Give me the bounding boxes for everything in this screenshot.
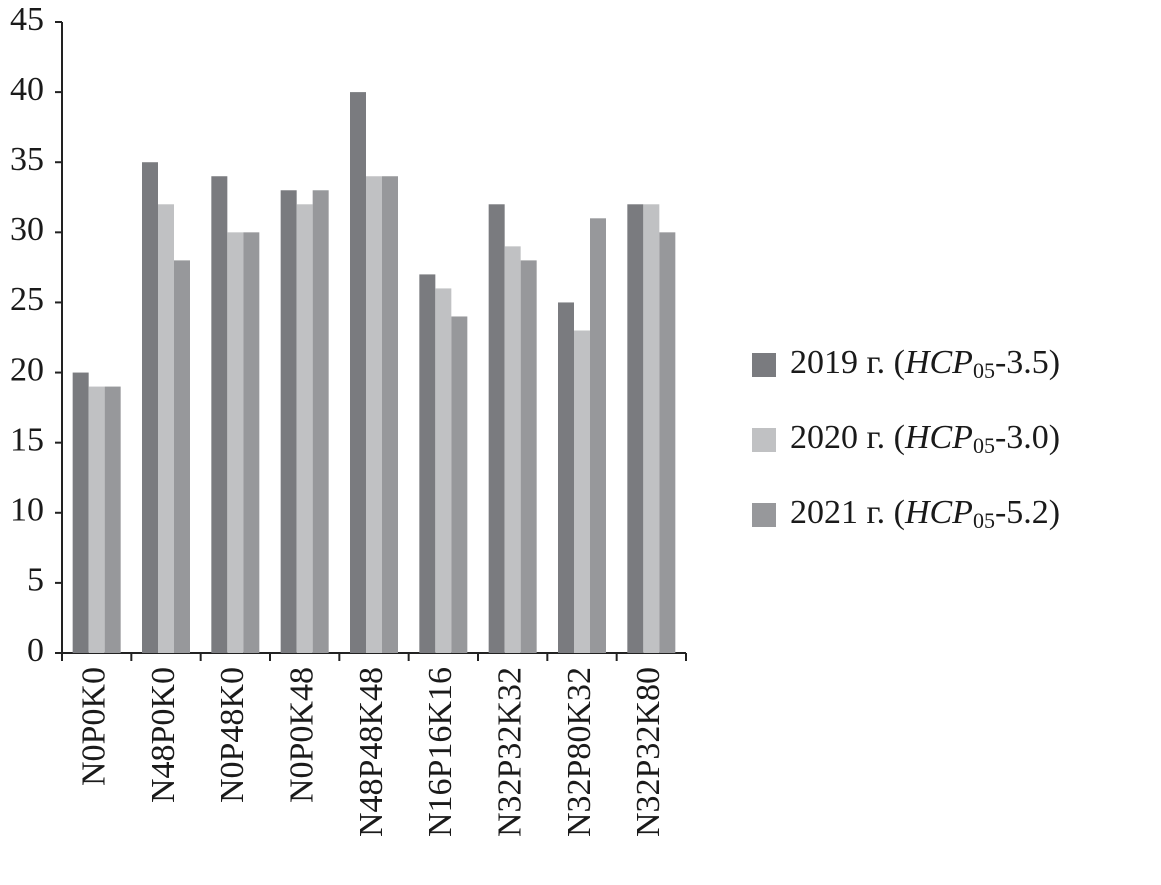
legend-label: 2019 г. (HCP05-3.5) <box>790 344 1060 383</box>
x-tick-label: N0P48K0 <box>214 667 251 803</box>
x-tick-label: N48P48K48 <box>353 667 390 837</box>
bar <box>158 204 174 654</box>
bar <box>435 288 452 653</box>
bar <box>520 260 537 653</box>
x-tick-label: N32P32K32 <box>491 667 528 837</box>
bar <box>227 232 244 654</box>
bar <box>211 176 228 653</box>
y-tick-label: 10 <box>10 492 44 529</box>
legend-swatch <box>752 503 776 527</box>
y-tick-label: 5 <box>27 562 44 599</box>
bar <box>174 260 190 653</box>
bar <box>643 204 660 654</box>
bar <box>574 330 590 653</box>
bar <box>104 386 121 653</box>
bar <box>280 190 297 653</box>
y-tick-label: 0 <box>27 632 44 669</box>
bar <box>382 176 398 653</box>
x-tick-label: N16P16K16 <box>422 667 459 837</box>
bar <box>350 92 366 654</box>
x-tick-label: N0P0K0 <box>75 667 112 786</box>
y-tick-label: 15 <box>10 421 44 458</box>
y-tick-label: 40 <box>10 71 44 108</box>
legend-swatch <box>752 428 776 452</box>
y-tick-label: 20 <box>10 351 44 388</box>
legend-swatch <box>752 353 776 377</box>
y-tick-label: 30 <box>10 211 44 248</box>
bar <box>451 316 468 653</box>
y-tick-label: 35 <box>10 141 44 178</box>
bar <box>488 204 505 654</box>
y-tick-label: 45 <box>10 1 44 38</box>
y-tick-label: 25 <box>10 281 44 318</box>
bar <box>243 232 260 654</box>
bar <box>590 218 606 654</box>
bar <box>366 176 382 653</box>
x-tick-label: N0P0K48 <box>283 667 320 803</box>
x-tick-label: N32P32K80 <box>630 667 667 837</box>
bar <box>142 162 158 653</box>
legend-label: 2021 г. (HCP05-5.2) <box>790 494 1060 533</box>
legend-label: 2020 г. (HCP05-3.0) <box>790 419 1060 458</box>
bar <box>558 302 574 653</box>
bar <box>296 204 313 654</box>
bar <box>659 232 676 654</box>
bar <box>419 274 436 653</box>
bar <box>504 246 521 653</box>
x-tick-label: N48P0K0 <box>145 667 182 803</box>
bar <box>312 190 329 653</box>
bar <box>627 204 644 654</box>
bar <box>88 386 105 653</box>
bar <box>72 372 89 653</box>
x-tick-label: N32P80K32 <box>561 667 598 837</box>
